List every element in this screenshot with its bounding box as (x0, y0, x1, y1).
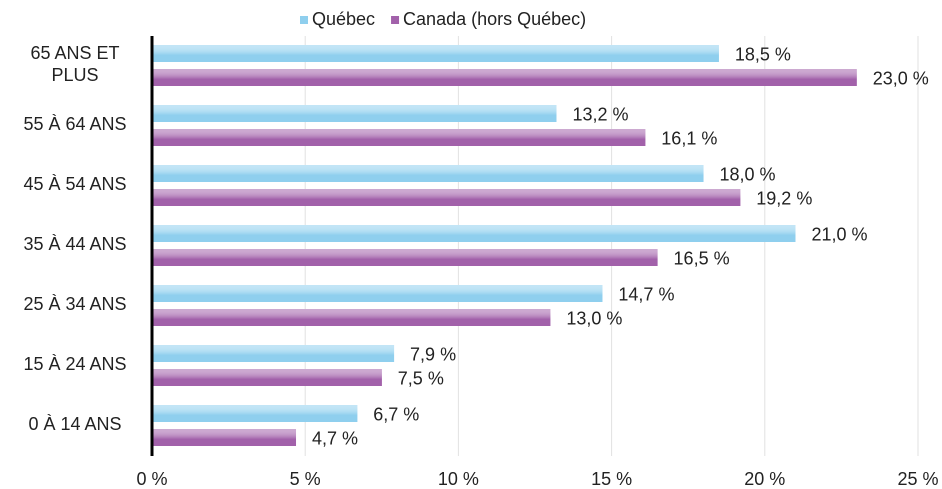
value-label: 23,0 % (873, 68, 929, 88)
value-label: 13,0 % (566, 308, 622, 328)
bar-sheen (152, 249, 658, 266)
bar-sheen (152, 45, 719, 62)
bar-sheen (152, 165, 704, 182)
value-label: 18,5 % (735, 44, 791, 64)
legend-swatch (300, 16, 308, 24)
bar-sheen (152, 105, 557, 122)
x-tick-label: 10 % (438, 469, 479, 489)
x-tick-label: 20 % (744, 469, 785, 489)
bar-sheen (152, 285, 603, 302)
bar-sheen (152, 189, 741, 206)
value-label: 16,1 % (661, 128, 717, 148)
category-label: 55 À 64 ANS (23, 114, 127, 134)
value-label: 14,7 % (618, 284, 674, 304)
category-label: 15 À 24 ANS (23, 354, 127, 374)
value-label: 21,0 % (811, 224, 867, 244)
category-label: 65 ANS ET PLUS (30, 43, 120, 85)
category-label: 25 À 34 ANS (23, 294, 127, 314)
x-tick-label: 0 % (136, 469, 167, 489)
x-tick-label: 25 % (897, 469, 938, 489)
bar-sheen (152, 309, 551, 326)
bar-sheen (152, 225, 796, 242)
bar-sheen (152, 429, 297, 446)
category-label: 35 À 44 ANS (23, 234, 127, 254)
bar-sheen (152, 405, 358, 422)
value-label: 19,2 % (756, 188, 812, 208)
value-label: 7,9 % (410, 344, 456, 364)
bar-sheen (152, 345, 395, 362)
x-tick-label: 5 % (290, 469, 321, 489)
legend-label: Canada (hors Québec) (403, 9, 586, 29)
bar-sheen (152, 69, 857, 86)
category-label: 45 À 54 ANS (23, 174, 127, 194)
bar-sheen (152, 369, 382, 386)
category-label: 0 À 14 ANS (28, 414, 122, 434)
x-tick-label: 15 % (591, 469, 632, 489)
value-label: 4,7 % (312, 428, 358, 448)
value-label: 7,5 % (398, 368, 444, 388)
value-label: 13,2 % (572, 104, 628, 124)
bar-sheen (152, 129, 646, 146)
value-label: 6,7 % (373, 404, 419, 424)
legend-label: Québec (312, 9, 375, 29)
value-label: 18,0 % (720, 164, 776, 184)
value-label: 16,5 % (674, 248, 730, 268)
legend-swatch (391, 16, 400, 24)
